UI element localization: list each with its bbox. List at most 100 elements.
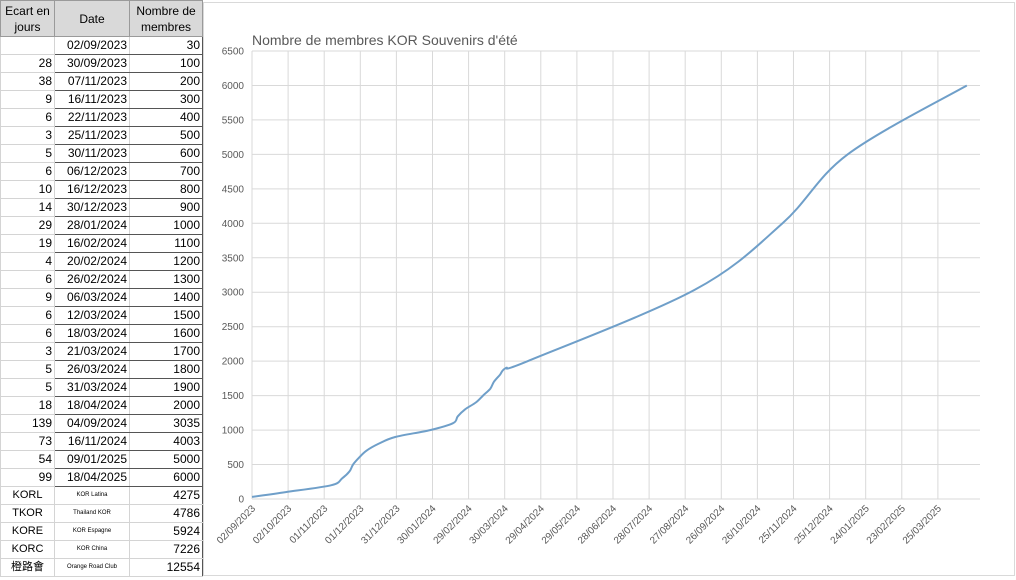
group-members-cell[interactable]: 5924 xyxy=(129,522,203,541)
members-cell[interactable]: 1600 xyxy=(129,324,203,343)
members-cell[interactable]: 1000 xyxy=(129,216,203,235)
group-members-cell[interactable]: 4786 xyxy=(129,504,203,523)
gap-cell[interactable]: 10 xyxy=(0,180,55,199)
date-cell[interactable]: 25/11/2023 xyxy=(54,126,130,145)
date-cell[interactable]: 26/03/2024 xyxy=(54,360,130,379)
date-cell[interactable]: 16/11/2024 xyxy=(54,432,130,451)
members-cell[interactable]: 400 xyxy=(129,108,203,127)
header-members[interactable]: Nombre de membres xyxy=(129,0,203,37)
date-cell[interactable]: 31/03/2024 xyxy=(54,378,130,397)
gap-cell[interactable]: 28 xyxy=(0,54,55,73)
members-cell[interactable]: 3035 xyxy=(129,414,203,433)
date-cell[interactable]: 16/11/2023 xyxy=(54,90,130,109)
members-cell[interactable]: 4003 xyxy=(129,432,203,451)
date-cell[interactable]: 06/03/2024 xyxy=(54,288,130,307)
date-cell[interactable]: 20/02/2024 xyxy=(54,252,130,271)
group-code-cell[interactable]: TKOR xyxy=(0,504,55,523)
gap-cell[interactable]: 29 xyxy=(0,216,55,235)
table-row: 73 16/11/2024 4003 xyxy=(0,432,203,451)
group-members-cell[interactable]: 7226 xyxy=(129,540,203,559)
date-cell[interactable]: 30/11/2023 xyxy=(54,144,130,163)
members-cell[interactable]: 1300 xyxy=(129,270,203,289)
chart-area[interactable]: Nombre de membres KOR Souvenirs d'été 0 5… xyxy=(203,2,1015,576)
gap-cell[interactable]: 6 xyxy=(0,162,55,181)
members-cell[interactable]: 30 xyxy=(129,36,203,55)
gap-cell[interactable]: 6 xyxy=(0,108,55,127)
members-cell[interactable]: 1700 xyxy=(129,342,203,361)
date-cell[interactable]: 18/04/2024 xyxy=(54,396,130,415)
members-cell[interactable]: 300 xyxy=(129,90,203,109)
members-cell[interactable]: 2000 xyxy=(129,396,203,415)
gap-cell[interactable]: 38 xyxy=(0,72,55,91)
members-cell[interactable]: 1900 xyxy=(129,378,203,397)
date-cell[interactable]: 04/09/2024 xyxy=(54,414,130,433)
group-members-cell[interactable]: 4275 xyxy=(129,486,203,505)
gap-cell[interactable]: 5 xyxy=(0,360,55,379)
gap-cell[interactable]: 3 xyxy=(0,342,55,361)
date-cell[interactable]: 26/02/2024 xyxy=(54,270,130,289)
members-cell[interactable]: 500 xyxy=(129,126,203,145)
members-cell[interactable]: 1800 xyxy=(129,360,203,379)
group-code-cell[interactable]: KORL xyxy=(0,486,55,505)
gap-cell[interactable]: 14 xyxy=(0,198,55,217)
members-cell[interactable]: 1500 xyxy=(129,306,203,325)
date-cell[interactable]: 18/03/2024 xyxy=(54,324,130,343)
date-cell[interactable]: 18/04/2025 xyxy=(54,468,130,487)
group-code-cell[interactable]: 橙路會 xyxy=(0,558,55,577)
group-members-cell[interactable]: 12554 xyxy=(129,558,203,577)
gap-cell[interactable]: 73 xyxy=(0,432,55,451)
group-name-cell[interactable]: Thailand KOR xyxy=(54,504,130,523)
gap-cell[interactable]: 9 xyxy=(0,90,55,109)
date-cell[interactable]: 30/12/2023 xyxy=(54,198,130,217)
group-name-cell[interactable]: KOR Espagne xyxy=(54,522,130,541)
gap-cell[interactable]: 19 xyxy=(0,234,55,253)
members-cell[interactable]: 1100 xyxy=(129,234,203,253)
date-cell[interactable]: 02/09/2023 xyxy=(54,36,130,55)
members-cell[interactable]: 6000 xyxy=(129,468,203,487)
header-gap-days[interactable]: Ecart en jours xyxy=(0,0,55,37)
members-cell[interactable]: 100 xyxy=(129,54,203,73)
gap-cell[interactable]: 5 xyxy=(0,378,55,397)
table-row: 5 26/03/2024 1800 xyxy=(0,360,203,379)
date-cell[interactable]: 30/09/2023 xyxy=(54,54,130,73)
members-cell[interactable]: 800 xyxy=(129,180,203,199)
group-code-cell[interactable]: KORC xyxy=(0,540,55,559)
members-cell[interactable]: 1400 xyxy=(129,288,203,307)
table-row: 9 06/03/2024 1400 xyxy=(0,288,203,307)
date-cell[interactable]: 16/02/2024 xyxy=(54,234,130,253)
group-code-cell[interactable]: KORE xyxy=(0,522,55,541)
members-cell[interactable]: 1200 xyxy=(129,252,203,271)
date-cell[interactable]: 12/03/2024 xyxy=(54,306,130,325)
members-cell[interactable]: 900 xyxy=(129,198,203,217)
gap-cell[interactable]: 54 xyxy=(0,450,55,469)
date-cell[interactable]: 22/11/2023 xyxy=(54,108,130,127)
date-cell[interactable]: 28/01/2024 xyxy=(54,216,130,235)
members-cell[interactable]: 200 xyxy=(129,72,203,91)
gap-cell[interactable] xyxy=(0,36,55,55)
date-cell[interactable]: 06/12/2023 xyxy=(54,162,130,181)
gap-cell[interactable]: 4 xyxy=(0,252,55,271)
series-line[interactable] xyxy=(251,84,968,498)
members-cell[interactable]: 600 xyxy=(129,144,203,163)
date-cell[interactable]: 07/11/2023 xyxy=(54,72,130,91)
members-cell[interactable]: 5000 xyxy=(129,450,203,469)
gap-cell[interactable]: 6 xyxy=(0,324,55,343)
gap-cell[interactable]: 6 xyxy=(0,306,55,325)
gap-cell[interactable]: 99 xyxy=(0,468,55,487)
gap-cell[interactable]: 18 xyxy=(0,396,55,415)
gap-cell[interactable]: 5 xyxy=(0,144,55,163)
table-row: 29 28/01/2024 1000 xyxy=(0,216,203,235)
group-name-cell[interactable]: KOR China xyxy=(54,540,130,559)
group-name-cell[interactable]: Orange Road Club xyxy=(54,558,130,577)
date-cell[interactable]: 16/12/2023 xyxy=(54,180,130,199)
group-name-cell[interactable]: KOR Latina xyxy=(54,486,130,505)
gap-cell[interactable]: 139 xyxy=(0,414,55,433)
table-row: 3 21/03/2024 1700 xyxy=(0,342,203,361)
gap-cell[interactable]: 9 xyxy=(0,288,55,307)
date-cell[interactable]: 09/01/2025 xyxy=(54,450,130,469)
header-date[interactable]: Date xyxy=(54,0,130,37)
gap-cell[interactable]: 6 xyxy=(0,270,55,289)
gap-cell[interactable]: 3 xyxy=(0,126,55,145)
members-cell[interactable]: 700 xyxy=(129,162,203,181)
date-cell[interactable]: 21/03/2024 xyxy=(54,342,130,361)
